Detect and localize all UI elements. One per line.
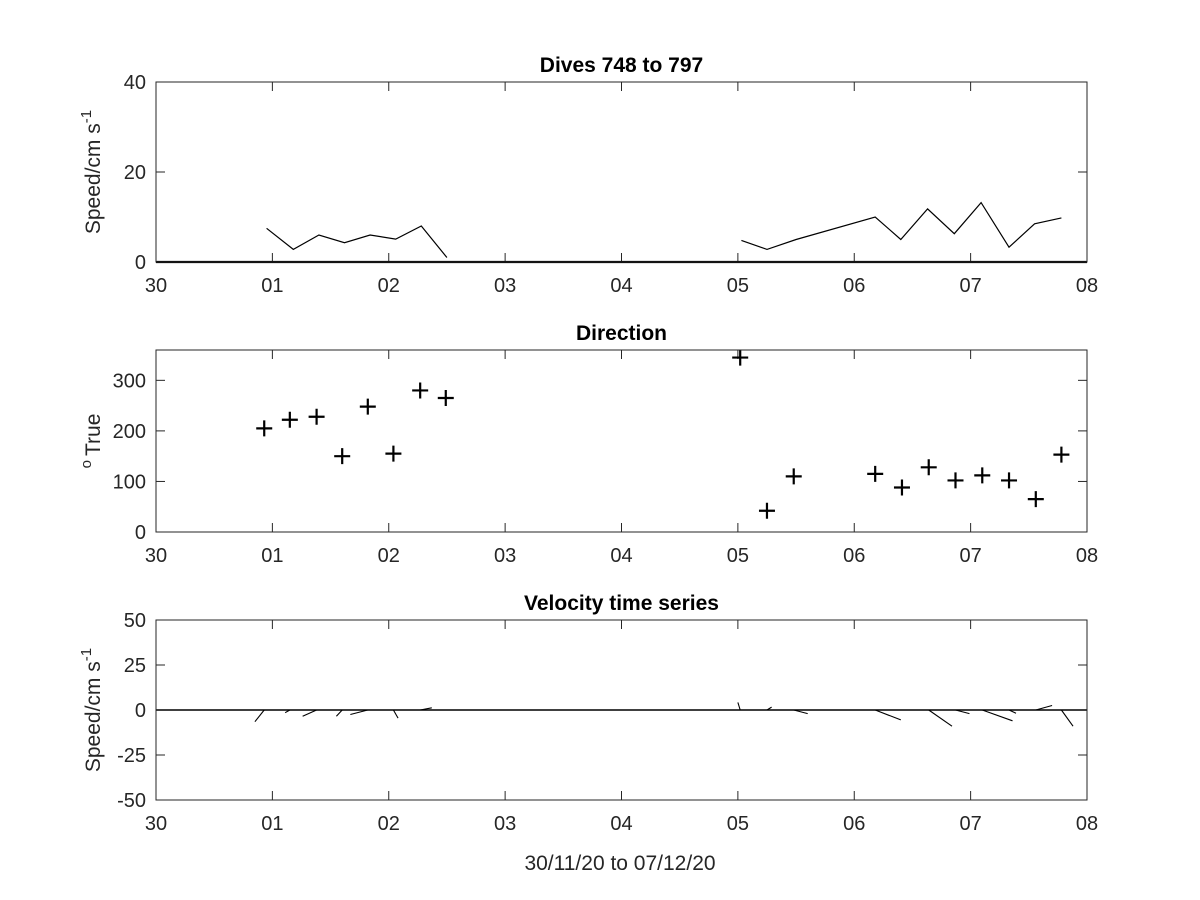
direction-point	[920, 459, 937, 476]
direction-point	[385, 445, 402, 462]
velocity-stick	[955, 709, 970, 715]
velocity-stick	[737, 702, 741, 711]
x-tick-label: 02	[378, 275, 400, 297]
velocity-stick	[1008, 709, 1017, 714]
y-axis-label-text: Speed/cm s	[82, 123, 105, 234]
direction-point	[1053, 446, 1070, 463]
x-tick-label: 06	[843, 275, 865, 297]
y-tick-label: 0	[135, 252, 146, 274]
y-tick-label: 200	[113, 421, 146, 443]
direction-point	[867, 465, 884, 482]
velocity-stick	[928, 709, 953, 727]
direction-point	[437, 390, 454, 407]
velocity-stick	[284, 709, 291, 714]
x-tick-label: 01	[261, 813, 283, 835]
x-tick-label: 03	[494, 545, 516, 567]
direction-point	[893, 479, 910, 496]
direction-point	[256, 420, 273, 437]
axes-frame	[155, 81, 1088, 263]
axes-frame	[155, 619, 1088, 801]
y-tick-label: -25	[117, 745, 146, 767]
chart-1: Dives 748 to 797 Speed/cm s-1 30 01 02 03 04 05…	[78, 54, 1098, 297]
direction-point	[308, 408, 325, 425]
direction-point	[732, 349, 749, 366]
y-tick-label: 0	[135, 522, 146, 544]
x-tick-label: 06	[843, 813, 865, 835]
x-tick-label: 07	[960, 813, 982, 835]
chart-title: Dives 748 to 797	[540, 54, 703, 77]
x-tick-label: 07	[960, 275, 982, 297]
direction-point	[974, 467, 991, 484]
y-tick-label: 50	[124, 610, 146, 632]
x-tick-label: 03	[494, 813, 516, 835]
speed-line	[741, 201, 1062, 251]
axes-frame	[155, 349, 1088, 533]
x-tick-label: 08	[1076, 275, 1098, 297]
y-axis-label: Speed/cm s-1	[78, 110, 105, 234]
direction-point	[281, 411, 298, 428]
velocity-stick	[1035, 704, 1053, 711]
velocity-stick	[335, 709, 343, 717]
x-tick-label: 06	[843, 545, 865, 567]
x-axis-label: 30/11/20 to 07/12/20	[524, 852, 715, 875]
x-tick-label: 08	[1076, 813, 1098, 835]
y-axis-label: Speed/cm s-1	[78, 648, 105, 772]
x-tick-label: 03	[494, 275, 516, 297]
y-tick-label: 100	[113, 471, 146, 493]
y-axis-label-exponent: -1	[78, 110, 95, 123]
y-tick-label: 0	[135, 700, 146, 722]
x-tick-label: 04	[610, 275, 632, 297]
x-tick-label: 30	[145, 545, 167, 567]
direction-point	[785, 468, 802, 485]
x-tick-label: 08	[1076, 545, 1098, 567]
direction-point	[947, 472, 964, 489]
y-axis-label: o True	[78, 414, 105, 469]
y-tick-label: 300	[113, 370, 146, 392]
direction-point	[359, 398, 376, 415]
y-tick-label: 25	[124, 655, 146, 677]
x-tick-label: 30	[145, 813, 167, 835]
velocity-stick	[420, 707, 432, 711]
y-axis-label-exponent: -1	[78, 648, 95, 661]
direction-point	[1001, 472, 1018, 489]
x-tick-label: 04	[610, 813, 632, 835]
velocity-stick	[350, 709, 368, 716]
chart-title: Direction	[576, 322, 667, 345]
y-tick-label: -50	[117, 790, 146, 812]
x-tick-label: 01	[261, 275, 283, 297]
x-tick-label: 02	[378, 813, 400, 835]
velocity-stick	[1060, 709, 1074, 727]
y-axis-label-text: True	[82, 414, 105, 456]
x-tick-label: 30	[145, 275, 167, 297]
x-tick-label: 05	[727, 275, 749, 297]
y-tick-label: 20	[124, 162, 146, 184]
velocity-stick	[254, 709, 265, 723]
velocity-stick	[874, 709, 901, 721]
speed-line	[266, 225, 448, 258]
velocity-stick	[766, 706, 772, 711]
direction-point	[1027, 491, 1044, 508]
chart-3: Velocity time series Speed/cm s-1 30 01 02 03…	[78, 592, 1098, 835]
velocity-stick	[982, 709, 1013, 722]
y-tick-label: 40	[124, 72, 146, 94]
y-axis-label-text: Speed/cm s	[82, 661, 105, 772]
x-tick-label: 02	[378, 545, 400, 567]
x-tick-label: 07	[960, 545, 982, 567]
x-tick-label: 05	[727, 545, 749, 567]
x-tick-label: 01	[261, 545, 283, 567]
x-tick-label: 05	[727, 813, 749, 835]
velocity-stick	[302, 709, 317, 717]
chart-title: Velocity time series	[524, 592, 719, 615]
velocity-stick	[392, 709, 399, 719]
x-tick-label: 04	[610, 545, 632, 567]
direction-point	[334, 448, 351, 465]
direction-point	[412, 382, 429, 399]
direction-point	[758, 502, 775, 519]
velocity-stick	[793, 709, 808, 715]
chart-2: Direction o True 30 01 02 03 04 05 06 07 08 0 100 200 3…	[78, 322, 1098, 567]
degree-symbol: o	[78, 460, 95, 468]
